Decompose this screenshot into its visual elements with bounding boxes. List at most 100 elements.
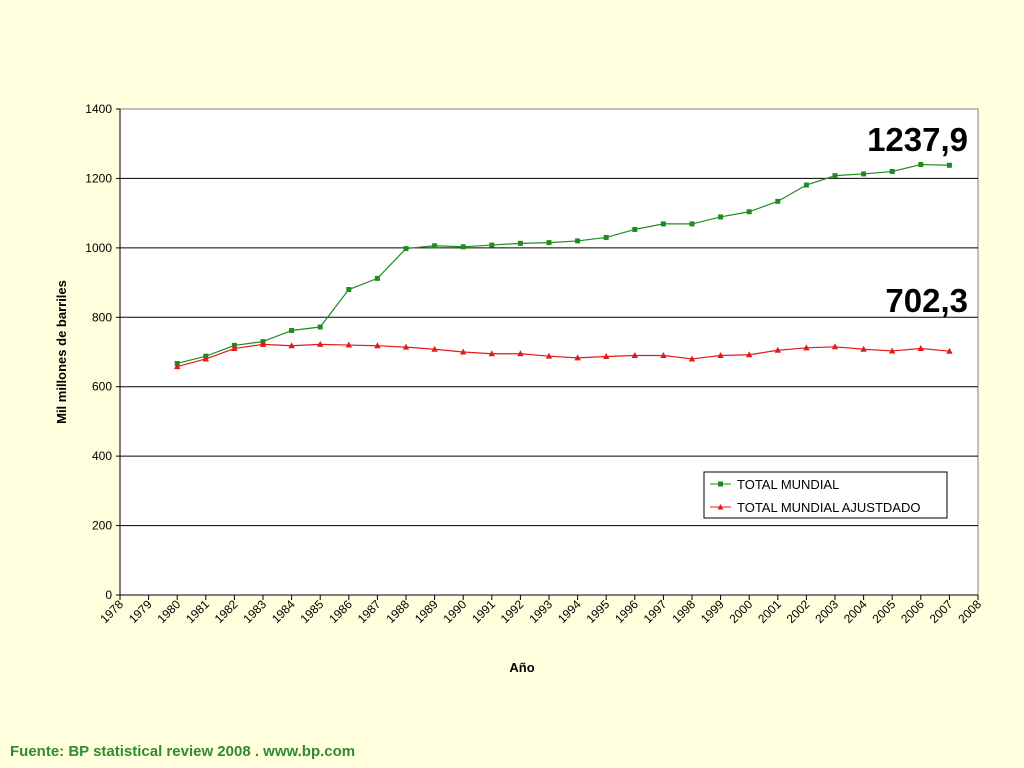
data-point-total-mundial	[803, 182, 809, 188]
grid-lines	[120, 177, 978, 527]
x-tick-label: 2002	[784, 597, 813, 626]
x-tick-label: 1986	[326, 597, 355, 626]
x-tick-label: 1998	[669, 597, 698, 626]
source-note: Fuente: BP statistical review 2008 . www…	[10, 743, 356, 760]
y-tick-label: 600	[92, 380, 112, 394]
x-tick-label: 1981	[183, 597, 212, 626]
data-point-total-mundial	[746, 209, 752, 215]
y-tick-label: 400	[92, 449, 112, 463]
data-point-total-mundial	[632, 226, 638, 232]
legend-marker-total-ajustado	[717, 504, 724, 510]
data-point-total-ajustado	[603, 353, 610, 360]
data-point-total-mundial	[317, 324, 323, 330]
data-point-total-ajustado	[717, 351, 724, 358]
data-point-total-ajustado	[488, 350, 495, 357]
x-tick-label: 1987	[355, 597, 384, 626]
data-point-total-mundial	[460, 244, 466, 250]
data-point-total-mundial	[718, 214, 724, 220]
data-point-total-ajustado	[746, 351, 753, 358]
plot-area	[119, 108, 979, 596]
x-tick-label: 1979	[126, 597, 155, 626]
x-tick-label: 1985	[298, 597, 327, 626]
x-tick-label: 2005	[870, 597, 899, 626]
data-point-total-ajustado	[431, 345, 438, 352]
x-tick-label: 1980	[155, 597, 184, 626]
y-tick-label: 1200	[85, 171, 112, 185]
data-point-total-mundial	[689, 221, 695, 227]
data-point-total-mundial	[918, 162, 924, 168]
x-tick-label: 1995	[584, 597, 613, 626]
x-tick-label: 1978	[97, 597, 126, 626]
data-point-total-mundial	[660, 221, 666, 227]
legend-marker-total-mundial	[718, 481, 723, 487]
x-tick-label: 1997	[641, 597, 670, 626]
legend-box	[703, 471, 948, 519]
data-point-total-ajustado	[259, 340, 267, 347]
x-tick-label: 1989	[412, 597, 441, 626]
data-point-total-ajustado	[946, 347, 953, 354]
data-point-total-ajustado	[545, 352, 553, 359]
data-point-total-ajustado	[631, 351, 638, 358]
x-tick-label: 1991	[469, 597, 498, 626]
y-tick-label: 200	[92, 519, 112, 533]
data-point-total-mundial	[861, 171, 867, 177]
annotation-total-mundial: 1237,9	[867, 121, 968, 158]
legend-label-total-ajustado: TOTAL MUNDIAL AJUSTDADO	[737, 500, 920, 515]
y-tick-label: 1000	[85, 241, 112, 255]
data-point-total-ajustado	[402, 343, 410, 350]
series-line-0	[177, 163, 950, 365]
x-tick-label: 1983	[240, 597, 269, 626]
series-layer	[174, 162, 953, 370]
x-tick-label: 2004	[841, 597, 870, 626]
x-tick-label: 2003	[812, 597, 841, 626]
data-point-total-ajustado	[202, 355, 209, 362]
data-point-total-ajustado	[889, 347, 896, 354]
data-point-total-mundial	[775, 198, 781, 204]
data-point-total-ajustado	[517, 350, 524, 357]
data-point-total-ajustado	[860, 345, 867, 352]
x-tick-label: 1982	[212, 597, 241, 626]
x-tick-label: 1993	[526, 597, 555, 626]
x-tick-label: 1984	[269, 597, 298, 626]
y-tick-label: 0	[105, 588, 112, 602]
data-point-total-mundial	[546, 240, 552, 246]
data-point-total-mundial	[575, 238, 581, 244]
data-point-total-ajustado	[460, 348, 467, 355]
x-tick-label: 2008	[955, 597, 984, 626]
data-point-total-mundial	[346, 287, 352, 293]
data-point-total-ajustado	[174, 363, 181, 370]
legend-label-total-mundial: TOTAL MUNDIAL	[737, 477, 839, 492]
annotation-total-ajustado: 702,3	[885, 282, 968, 319]
x-tick-label: 1992	[498, 597, 527, 626]
data-point-total-ajustado	[345, 341, 352, 348]
x-tick-label: 2001	[755, 597, 784, 626]
data-point-total-mundial	[489, 242, 495, 248]
x-axis-ticks: 1978 1979 1980 1981 1982 1983 1984 1985 1986 1987…	[97, 594, 984, 626]
data-point-total-ajustado	[660, 351, 667, 358]
x-tick-label: 1994	[555, 597, 584, 626]
data-point-total-ajustado	[774, 346, 781, 353]
data-point-total-ajustado	[317, 340, 324, 347]
legend: TOTAL MUNDIAL TOTAL MUNDIAL AJUSTDADO	[703, 471, 948, 519]
x-tick-label: 2000	[727, 597, 756, 626]
data-point-total-ajustado	[288, 342, 295, 349]
data-point-total-mundial	[432, 243, 438, 249]
data-point-total-ajustado	[231, 345, 238, 352]
data-point-total-ajustado	[803, 344, 810, 351]
data-point-total-mundial	[889, 168, 895, 174]
data-point-total-ajustado	[574, 354, 581, 361]
data-point-total-mundial	[603, 234, 609, 240]
y-tick-label: 1400	[85, 102, 112, 116]
y-tick-label: 800	[92, 310, 112, 324]
y-axis-title: Mil millones de barriles	[54, 280, 69, 424]
data-point-total-ajustado	[917, 345, 924, 352]
data-point-total-mundial	[403, 246, 409, 252]
data-point-total-mundial	[832, 173, 838, 179]
x-tick-label: 2006	[898, 597, 927, 626]
x-tick-label: 1996	[612, 597, 641, 626]
data-point-total-ajustado	[831, 343, 839, 350]
y-axis-ticks: 0 200 400 600 800 1000 1200 1400	[85, 102, 121, 602]
data-point-total-ajustado	[688, 355, 696, 362]
data-point-total-mundial	[946, 162, 952, 168]
data-point-total-ajustado	[374, 342, 381, 349]
